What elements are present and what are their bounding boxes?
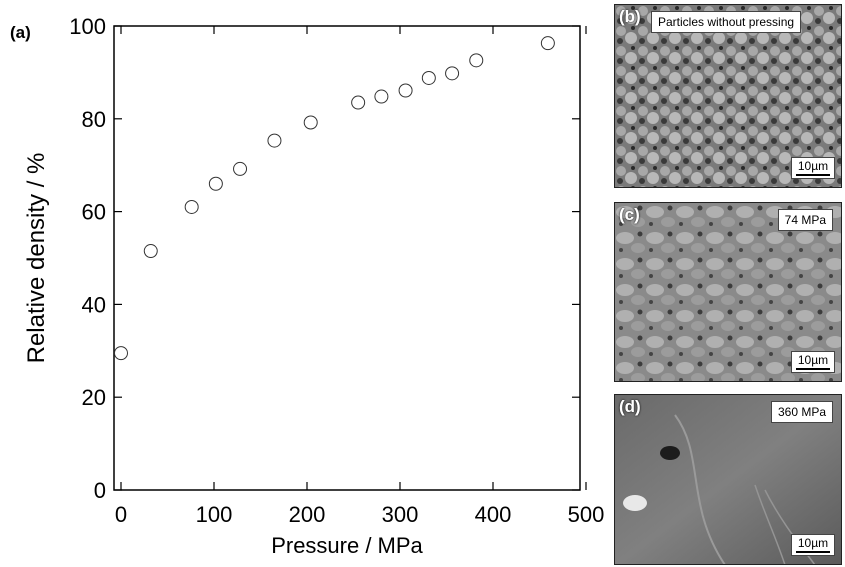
y-tick-label: 60 xyxy=(82,200,106,225)
y-tick-label: 100 xyxy=(69,14,106,39)
plot-frame xyxy=(113,25,581,491)
data-point xyxy=(469,53,484,68)
micrograph-c: (c) 74 MPa 10µm xyxy=(614,202,842,382)
micrograph-c-scale-text: 10µm xyxy=(797,353,829,367)
scale-bar-line xyxy=(796,368,830,370)
x-axis-title: Pressure / MPa xyxy=(271,533,423,558)
data-point xyxy=(267,133,282,148)
micrograph-c-label: 74 MPa xyxy=(777,209,833,231)
data-point xyxy=(374,89,389,104)
micrograph-b-letter: (b) xyxy=(619,7,641,26)
data-point xyxy=(114,346,128,361)
micrograph-d-scale-text: 10µm xyxy=(797,536,829,550)
data-point xyxy=(540,36,555,51)
panel-label-a: (a) xyxy=(10,23,31,42)
data-point xyxy=(143,244,158,259)
axis-ticks: 0 20 40 60 80 100 0 100 200 300 400 500 xyxy=(69,14,604,527)
scale-bar-line xyxy=(796,174,830,176)
density-chart: (a) 0 20 40 60 80 100 0 100 200 300 400 500 Pressur… xyxy=(10,14,604,558)
data-point xyxy=(208,176,223,191)
data-points xyxy=(114,36,555,361)
x-tick-label: 300 xyxy=(382,502,419,527)
data-point xyxy=(184,199,199,214)
micrograph-b-label: Particles without pressing xyxy=(651,11,802,33)
y-tick-label: 80 xyxy=(82,107,106,132)
y-tick-label: 40 xyxy=(82,292,106,317)
data-point xyxy=(445,66,460,81)
x-tick-label: 400 xyxy=(475,502,512,527)
data-point xyxy=(421,70,436,85)
data-point xyxy=(233,161,248,176)
x-tick-label: 500 xyxy=(568,502,605,527)
x-tick-label: 0 xyxy=(115,502,127,527)
micrograph-d: (d) 360 MPa 10µm xyxy=(614,394,842,565)
micrograph-d-scalebar: 10µm xyxy=(791,534,835,556)
y-axis-title: Relative density / % xyxy=(23,153,50,364)
micrograph-b-scale-text: 10µm xyxy=(797,159,829,173)
x-tick-label: 200 xyxy=(289,502,326,527)
data-point xyxy=(303,115,318,130)
x-tick-label: 100 xyxy=(196,502,233,527)
y-tick-label: 20 xyxy=(82,385,106,410)
micrograph-c-letter: (c) xyxy=(619,205,640,224)
micrograph-c-scalebar: 10µm xyxy=(791,351,835,373)
micrograph-b-texture xyxy=(615,5,841,187)
scale-bar-line xyxy=(796,551,830,553)
data-point xyxy=(398,83,413,98)
data-point xyxy=(351,95,366,110)
micrograph-b-scalebar: 10µm xyxy=(791,157,835,179)
micrograph-b: (b) Particles without pressing 10µm xyxy=(614,4,842,188)
micrograph-d-letter: (d) xyxy=(619,397,641,416)
y-tick-label: 0 xyxy=(94,478,106,503)
micrograph-d-label: 360 MPa xyxy=(770,401,833,423)
